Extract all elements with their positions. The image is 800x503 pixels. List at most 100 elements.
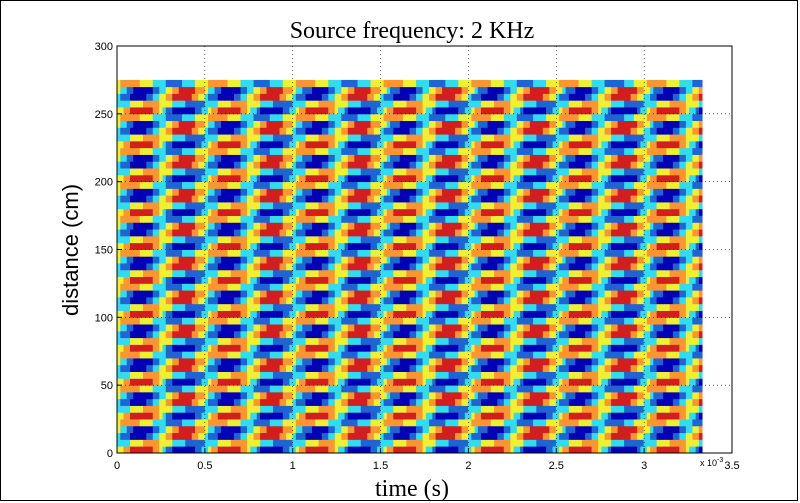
heatmap-cell: [679, 303, 684, 311]
heatmap-cell: [607, 283, 612, 291]
heatmap-cell: [224, 358, 228, 366]
heatmap-cell: [230, 337, 235, 345]
heatmap-cell: [214, 432, 219, 440]
heatmap-cell: [331, 364, 336, 372]
heatmap-cell: [643, 405, 648, 413]
heatmap-cell: [256, 296, 261, 305]
heatmap-cell: [526, 310, 531, 318]
heatmap-cell: [503, 432, 508, 440]
heatmap-cell: [477, 439, 482, 447]
heatmap-cell: [393, 364, 397, 372]
heatmap-cell: [633, 330, 638, 339]
heatmap-cell: [325, 412, 329, 420]
heatmap-cell: [338, 385, 342, 393]
heatmap-cell: [256, 371, 261, 379]
heatmap-cell: [237, 378, 241, 386]
heatmap-cell: [243, 412, 248, 420]
heatmap-cell: [516, 371, 521, 379]
heatmap-cell: [552, 398, 557, 406]
heatmap-cell: [585, 378, 589, 386]
heatmap-cell: [468, 337, 472, 345]
heatmap-cell: [312, 276, 316, 284]
heatmap-cell: [130, 358, 134, 366]
heatmap-cell: [256, 385, 261, 393]
heatmap-cell: [552, 412, 557, 420]
heatmap-cell: [334, 344, 339, 352]
heatmap-cell: [133, 432, 137, 440]
heatmap-cell: [455, 439, 459, 447]
heatmap-cell: [325, 330, 329, 339]
heatmap-cell: [526, 276, 531, 284]
heatmap-cell: [507, 358, 511, 366]
heatmap-cell: [598, 432, 602, 440]
heatmap-cell: [627, 364, 632, 372]
heatmap-cell: [461, 446, 466, 453]
heatmap-cell: [185, 269, 189, 278]
heatmap-cell: [546, 337, 550, 345]
heatmap-cell: [630, 276, 635, 284]
heatmap-cell: [334, 317, 339, 325]
heatmap-cell: [123, 439, 128, 447]
heatmap-cell: [360, 412, 365, 420]
heatmap-cell: [435, 296, 440, 305]
heatmap-cell: [549, 358, 553, 366]
heatmap-cell: [663, 330, 667, 339]
heatmap-cell: [695, 391, 700, 400]
heatmap-cell: [503, 378, 508, 386]
heatmap-cell: [490, 330, 495, 339]
heatmap-cell: [572, 324, 576, 332]
heatmap-cell: [198, 283, 202, 291]
heatmap-cell: [442, 324, 446, 332]
heatmap-cell: [507, 439, 511, 447]
heatmap-cell: [445, 324, 449, 332]
heatmap-cell: [685, 358, 690, 366]
heatmap-cell: [507, 303, 511, 311]
heatmap-cell: [643, 419, 648, 427]
heatmap-cell: [474, 419, 479, 427]
heatmap-cell: [468, 412, 472, 420]
heatmap-cell: [451, 398, 456, 406]
heatmap-cell: [250, 310, 254, 318]
heatmap-cell: [136, 344, 141, 352]
heatmap-cell: [471, 324, 475, 332]
heatmap-cell: [604, 303, 609, 311]
heatmap-cell: [204, 269, 209, 278]
heatmap-cell: [594, 317, 599, 325]
heatmap-cell: [282, 405, 287, 413]
heatmap-cell: [448, 269, 453, 278]
heatmap-cell: [230, 263, 235, 271]
heatmap-cell: [266, 303, 271, 311]
heatmap-cell: [341, 432, 345, 440]
heatmap-cell: [614, 371, 619, 379]
heatmap-cell: [263, 310, 267, 318]
heatmap-cell: [588, 446, 592, 453]
heatmap-cell: [598, 351, 602, 359]
heatmap-cell: [659, 425, 664, 434]
heatmap-cell: [555, 351, 560, 359]
heatmap-cell: [126, 283, 131, 291]
heatmap-cell: [633, 364, 638, 372]
heatmap-cell: [546, 276, 550, 284]
heatmap-cell: [455, 283, 459, 291]
heatmap-cell: [195, 303, 199, 311]
heatmap-cell: [617, 398, 622, 406]
heatmap-cell: [370, 398, 375, 406]
heatmap-cell: [130, 324, 134, 332]
heatmap-cell: [120, 398, 124, 406]
heatmap-cell: [373, 398, 378, 406]
heatmap-cell: [484, 439, 488, 447]
heatmap-cell: [318, 385, 323, 393]
heatmap-cell: [386, 439, 391, 447]
heatmap-cell: [146, 412, 150, 420]
heatmap-cell: [191, 412, 196, 420]
heatmap-cell: [640, 378, 645, 386]
heatmap-cell: [614, 310, 619, 318]
heatmap-cell: [416, 432, 420, 440]
heatmap-cell: [360, 317, 365, 325]
heatmap-cell: [331, 310, 336, 318]
heatmap-cell: [562, 405, 566, 413]
heatmap-cell: [286, 358, 290, 366]
heatmap-cell: [578, 391, 583, 400]
heatmap-cell: [276, 290, 280, 298]
heatmap-cell: [572, 391, 576, 400]
